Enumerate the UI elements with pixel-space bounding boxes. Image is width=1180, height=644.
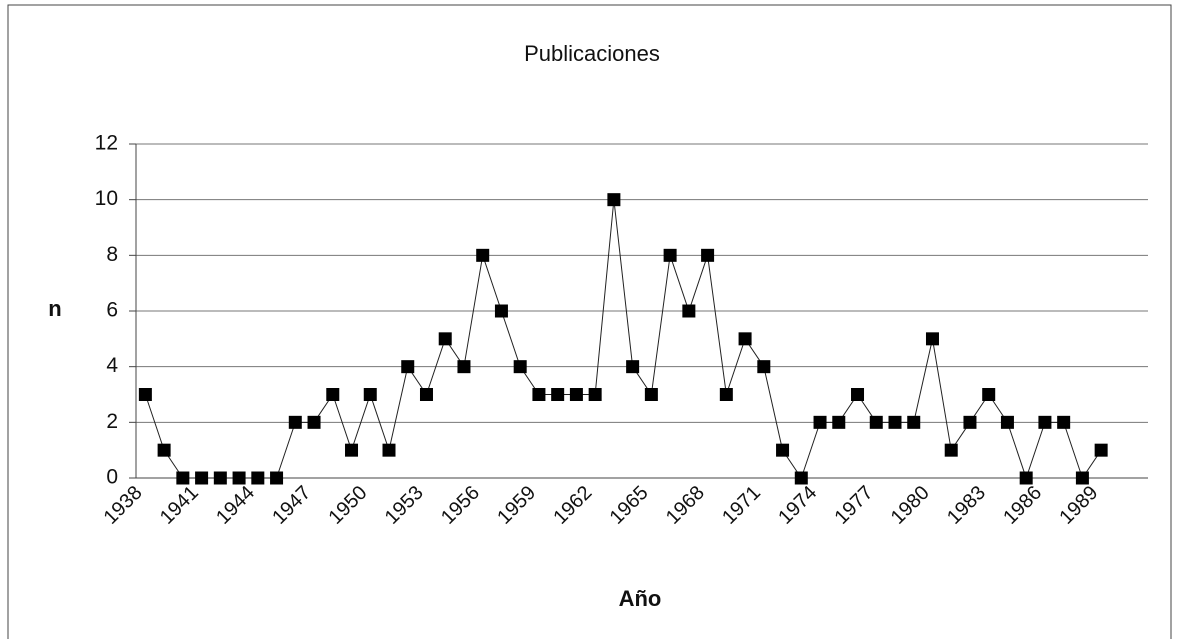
data-point	[363, 388, 377, 401]
data-point	[607, 193, 621, 207]
x-axis-label: Año	[619, 586, 662, 611]
data-point	[963, 415, 977, 429]
data-point	[1000, 415, 1014, 429]
chart-frame	[7, 4, 1172, 644]
data-point	[626, 360, 640, 374]
y-tick-label: 10	[95, 187, 118, 210]
data-point	[326, 388, 340, 401]
data-point	[138, 388, 152, 401]
data-point	[719, 388, 733, 401]
data-point	[888, 415, 902, 429]
data-point	[851, 388, 865, 401]
data-point	[401, 360, 415, 374]
data-point	[382, 443, 396, 457]
data-point	[588, 388, 602, 401]
data-point	[270, 471, 284, 485]
y-tick-label: 2	[106, 410, 118, 433]
data-point	[738, 332, 752, 346]
data-point	[494, 304, 508, 318]
data-point	[513, 360, 527, 374]
data-point	[288, 415, 302, 429]
data-point	[251, 471, 265, 485]
data-point	[457, 360, 471, 374]
data-point	[907, 415, 921, 429]
data-point	[551, 388, 565, 401]
y-tick-label: 0	[106, 466, 118, 489]
data-point	[682, 304, 696, 318]
data-point	[1075, 471, 1089, 485]
data-point	[644, 388, 658, 401]
data-point	[476, 248, 490, 262]
data-point	[213, 471, 227, 485]
data-point	[776, 443, 790, 457]
data-point	[794, 471, 808, 485]
y-tick-label: 4	[106, 354, 118, 377]
data-point	[869, 415, 883, 429]
data-point	[757, 360, 771, 374]
data-point	[307, 415, 321, 429]
y-tick-label: 6	[106, 299, 118, 322]
data-point	[569, 388, 583, 401]
data-point	[925, 332, 939, 346]
data-point	[176, 471, 190, 485]
data-point	[419, 388, 433, 401]
data-point	[663, 248, 677, 262]
data-point	[1019, 471, 1033, 485]
data-point	[944, 443, 958, 457]
data-point	[438, 332, 452, 346]
data-point	[195, 471, 209, 485]
data-point	[1094, 443, 1108, 457]
series-line	[144, 199, 1102, 480]
y-axis-label: n	[48, 296, 61, 321]
data-point	[982, 388, 996, 401]
data-point	[345, 443, 359, 457]
data-point	[1057, 415, 1071, 429]
data-point	[532, 388, 546, 401]
data-point	[813, 415, 827, 429]
data-point	[701, 248, 715, 262]
chart-title: Publicaciones	[524, 41, 660, 66]
y-tick-label: 8	[106, 243, 118, 266]
data-point	[1038, 415, 1052, 429]
data-point	[232, 471, 246, 485]
y-tick-label: 12	[95, 132, 118, 155]
data-point	[832, 415, 846, 429]
data-point	[157, 443, 171, 457]
